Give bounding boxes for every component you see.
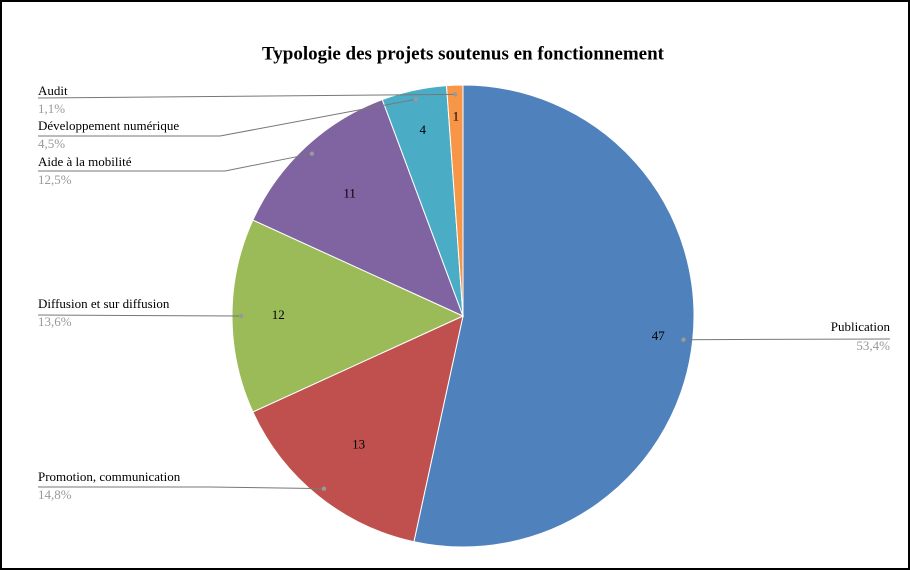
value-label: 1 bbox=[453, 108, 460, 123]
leader-dot bbox=[239, 313, 244, 319]
pie-slice bbox=[413, 84, 695, 548]
value-label: 11 bbox=[343, 185, 356, 200]
value-label: 4 bbox=[419, 122, 426, 137]
leader-dot bbox=[452, 92, 458, 97]
pie-slice bbox=[252, 98, 464, 317]
percent-label: 1,1% bbox=[38, 101, 65, 116]
category-label: Audit bbox=[38, 83, 68, 98]
pie-slice bbox=[445, 84, 464, 317]
pie-slice bbox=[252, 315, 464, 543]
category-label: Aide à la mobilité bbox=[38, 154, 132, 169]
percent-label: 13,6% bbox=[38, 314, 72, 329]
percent-label: 14,8% bbox=[38, 487, 72, 502]
category-label: Diffusion et sur diffusion bbox=[38, 296, 170, 311]
percent-label: 12,5% bbox=[38, 172, 72, 187]
category-label: Promotion, communication bbox=[38, 469, 181, 484]
leader-line bbox=[37, 93, 456, 99]
leader-line bbox=[38, 153, 312, 172]
leader-dot bbox=[413, 97, 419, 102]
leader-dot bbox=[321, 486, 327, 491]
leader-line bbox=[37, 314, 242, 317]
value-label: 12 bbox=[272, 307, 285, 322]
category-label: Développement numérique bbox=[38, 118, 179, 133]
leader-dot bbox=[309, 151, 315, 156]
leader-line bbox=[683, 338, 891, 341]
percent-label: 4,5% bbox=[38, 136, 65, 151]
chart-title: Typologie des projets soutenus en foncti… bbox=[262, 43, 665, 64]
leader-line bbox=[38, 486, 324, 490]
value-label: 13 bbox=[352, 436, 365, 451]
value-label: 47 bbox=[652, 328, 666, 343]
category-label: Publication bbox=[831, 319, 891, 334]
leader-line bbox=[38, 98, 416, 137]
leader-dot bbox=[681, 337, 686, 342]
percent-label: 53,4% bbox=[856, 338, 890, 353]
